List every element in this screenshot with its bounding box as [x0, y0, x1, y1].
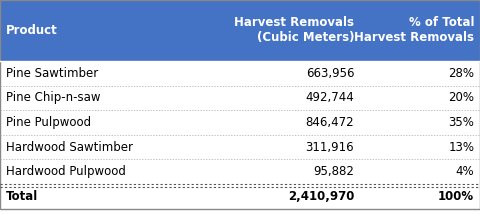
- Text: Hardwood Sawtimber: Hardwood Sawtimber: [6, 141, 133, 154]
- Text: 35%: 35%: [448, 116, 474, 129]
- Text: Total: Total: [6, 190, 38, 203]
- Text: Hardwood Pulpwood: Hardwood Pulpwood: [6, 165, 126, 178]
- Text: 100%: 100%: [438, 190, 474, 203]
- Text: 13%: 13%: [448, 141, 474, 154]
- Text: 20%: 20%: [448, 91, 474, 104]
- Text: 2,410,970: 2,410,970: [288, 190, 354, 203]
- Text: 28%: 28%: [448, 67, 474, 80]
- Text: 4%: 4%: [456, 165, 474, 178]
- Text: Product: Product: [6, 24, 58, 37]
- Bar: [0, 184, 480, 209]
- Bar: [0, 0, 480, 61]
- Bar: [0, 159, 480, 184]
- Text: Pine Pulpwood: Pine Pulpwood: [6, 116, 91, 129]
- Text: % of Total
Harvest Removals: % of Total Harvest Removals: [354, 16, 474, 45]
- Text: Harvest Removals
(Cubic Meters): Harvest Removals (Cubic Meters): [234, 16, 354, 45]
- Bar: [0, 135, 480, 159]
- Bar: [0, 110, 480, 135]
- Text: 846,472: 846,472: [306, 116, 354, 129]
- Text: 95,882: 95,882: [313, 165, 354, 178]
- Bar: [0, 86, 480, 110]
- Text: Pine Chip-n-saw: Pine Chip-n-saw: [6, 91, 100, 104]
- Text: 311,916: 311,916: [306, 141, 354, 154]
- Text: 492,744: 492,744: [305, 91, 354, 104]
- Bar: [0, 61, 480, 86]
- Text: 663,956: 663,956: [306, 67, 354, 80]
- Text: Pine Sawtimber: Pine Sawtimber: [6, 67, 98, 80]
